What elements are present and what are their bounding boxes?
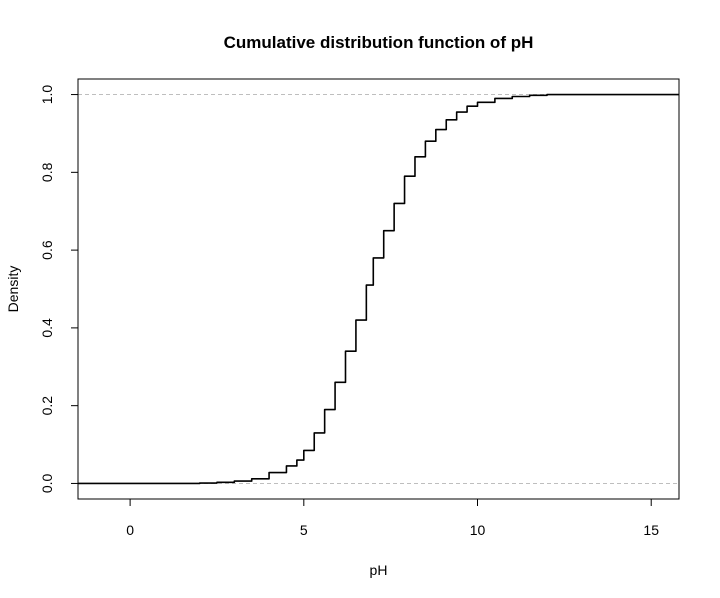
x-tick-label-1: 5 bbox=[300, 522, 308, 538]
y-tick-label-3: 0.6 bbox=[39, 240, 55, 260]
x-axis: 0 5 10 15 bbox=[126, 498, 659, 538]
y-tick-label-2: 0.4 bbox=[39, 318, 55, 338]
y-tick-label-0: 0.0 bbox=[39, 474, 55, 494]
y-tick-label-1: 0.2 bbox=[39, 396, 55, 416]
plot-frame bbox=[77, 78, 680, 500]
y-tick-label-5: 1.0 bbox=[39, 85, 55, 105]
x-axis-label: pH bbox=[370, 562, 388, 578]
series-layer bbox=[78, 93, 679, 485]
series-line-0 bbox=[78, 93, 679, 485]
x-tick-label-2: 10 bbox=[470, 522, 486, 538]
chart-title: Cumulative distribution function of pH bbox=[224, 33, 534, 52]
x-tick-label-0: 0 bbox=[126, 522, 134, 538]
x-tick-label-3: 15 bbox=[643, 522, 659, 538]
y-axis: 0.0 0.2 0.4 0.6 0.8 1.0 bbox=[39, 85, 79, 494]
y-tick-label-4: 0.8 bbox=[39, 162, 55, 182]
reference-lines bbox=[78, 94, 679, 484]
y-axis-label: Density bbox=[5, 266, 21, 313]
